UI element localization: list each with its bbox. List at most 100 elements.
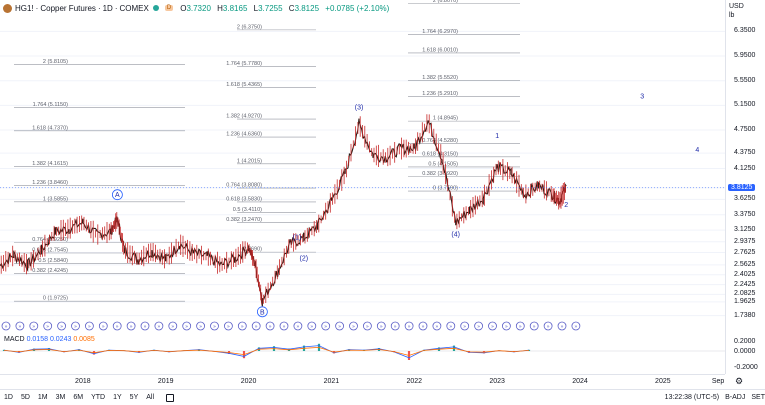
event-icon[interactable] — [446, 321, 456, 331]
gear-icon[interactable]: ⚙ — [735, 376, 744, 386]
wave-label[interactable]: 3 — [640, 94, 644, 101]
event-icon[interactable] — [307, 321, 317, 331]
adjustment-toggle[interactable]: B-ADJ — [725, 394, 746, 401]
session-toggle[interactable]: SET — [751, 394, 765, 401]
clock-display[interactable]: 13:22:38 (UTC-5) — [664, 394, 720, 401]
event-icon[interactable] — [432, 321, 442, 331]
range-all-button[interactable]: All — [146, 394, 155, 401]
event-icon[interactable] — [474, 321, 484, 331]
fib-level-label: 1.236 (5.2910) — [422, 91, 458, 97]
calendar-icon[interactable] — [166, 393, 175, 402]
wave-label[interactable]: (4) — [451, 232, 460, 239]
macd-pane[interactable] — [0, 334, 725, 374]
event-icon[interactable] — [196, 321, 206, 331]
event-icon[interactable] — [321, 321, 331, 331]
event-icon[interactable] — [182, 321, 192, 331]
interval-label[interactable]: 1D — [102, 3, 113, 13]
delayed-badge[interactable]: D — [164, 5, 174, 11]
event-icon[interactable] — [376, 321, 386, 331]
event-icon[interactable] — [210, 321, 219, 331]
price-axis-label: 3.6250 — [734, 195, 756, 203]
event-arrow-icon: » — [435, 324, 438, 330]
fib-level-label: 1.382 (4.9270) — [226, 114, 262, 120]
range-1y-button[interactable]: 1Y — [113, 394, 122, 401]
range-3m-button[interactable]: 3M — [55, 394, 66, 401]
event-icon[interactable] — [140, 321, 150, 331]
event-arrow-icon: » — [255, 324, 258, 330]
price-axis[interactable]: 6.3500 5.9500 5.5500 5.1500 4.7500 4.3750 4.12… — [725, 0, 765, 374]
event-icon[interactable] — [335, 321, 345, 331]
event-icon[interactable] — [460, 321, 470, 331]
axis-currency-selector[interactable]: USD lb — [725, 2, 744, 20]
event-arrow-icon: » — [408, 324, 411, 330]
event-arrow-icon: » — [296, 324, 299, 330]
wave-label[interactable]: B — [260, 309, 265, 316]
range-1d-button[interactable]: 1D — [4, 394, 13, 401]
price-chart[interactable]: 2 (5.8105) 1.764 (5.1150) 1.618 (4.7370) 1.… — [0, 0, 725, 340]
wave-label[interactable]: A — [115, 192, 120, 199]
event-icon[interactable] — [293, 321, 303, 331]
price-axis-label: 3.3750 — [734, 210, 756, 218]
range-6m-button[interactable]: 6M — [73, 394, 84, 401]
time-axis-label: Sep — [711, 378, 725, 385]
event-icon[interactable] — [418, 321, 428, 331]
event-icon[interactable] — [154, 321, 164, 331]
event-arrow-icon: » — [213, 324, 216, 330]
event-icon[interactable] — [168, 321, 178, 331]
event-icon[interactable] — [362, 321, 372, 331]
event-icon[interactable] — [543, 321, 553, 331]
event-icon[interactable] — [404, 321, 414, 331]
event-icon[interactable] — [515, 321, 525, 331]
event-icon[interactable] — [349, 321, 358, 331]
macd-value: 0.0158 — [26, 336, 48, 343]
event-icon[interactable] — [57, 321, 66, 331]
event-icon[interactable] — [571, 321, 581, 331]
symbol-ticker[interactable]: HG1! — [15, 3, 34, 13]
time-axis[interactable]: 2018 2019 2020 2021 2022 2023 2024 2025 Sep — [0, 374, 725, 388]
event-icon[interactable] — [98, 321, 108, 331]
event-arrow-icon: » — [560, 324, 563, 330]
wave-label[interactable]: 1 — [495, 133, 499, 140]
event-arrow-icon: » — [185, 324, 188, 330]
event-icon[interactable] — [15, 321, 25, 331]
event-icon[interactable] — [501, 321, 511, 331]
wave-label[interactable]: (1) — [293, 235, 302, 242]
fib-level-label: 0.382 (3.2470) — [226, 217, 262, 223]
event-icon[interactable] — [529, 321, 539, 331]
fib-level-label: (2.7690) — [242, 247, 263, 253]
range-5d-button[interactable]: 5D — [20, 394, 30, 401]
event-icon[interactable] — [71, 321, 80, 331]
range-1m-button[interactable]: 1M — [37, 394, 48, 401]
event-icon[interactable] — [488, 321, 497, 331]
event-icon[interactable] — [279, 321, 289, 331]
event-icon[interactable] — [223, 321, 233, 331]
event-arrow-icon: » — [533, 324, 536, 330]
event-icon[interactable] — [265, 321, 275, 331]
wave-label[interactable]: 4 — [695, 147, 699, 154]
price-series-line[interactable] — [0, 118, 567, 307]
range-ytd-button[interactable]: YTD — [91, 394, 106, 401]
macd-legend[interactable]: MACD 0.0158 0.0243 0.0085 — [4, 336, 95, 343]
event-icon[interactable] — [390, 321, 400, 331]
event-icon[interactable] — [557, 321, 567, 331]
event-icon[interactable] — [126, 321, 136, 331]
range-5y-button[interactable]: 5Y — [129, 394, 139, 401]
separator: · — [114, 3, 118, 13]
fib-level-label: 2 (6.8070) — [433, 0, 458, 4]
wave-label[interactable]: (3) — [355, 105, 364, 112]
wave-label[interactable]: 2 — [564, 202, 568, 209]
event-arrow-icon: » — [310, 324, 313, 330]
event-icon[interactable] — [43, 321, 53, 331]
wave-label[interactable]: (2) — [300, 256, 309, 263]
unit-label: lb — [729, 12, 735, 19]
event-icon[interactable] — [85, 321, 94, 331]
event-icon[interactable] — [251, 321, 261, 331]
event-icon[interactable] — [1, 321, 11, 331]
macd-signal-value: 0.0243 — [49, 336, 72, 343]
event-icon[interactable] — [112, 321, 122, 331]
event-icon[interactable] — [237, 321, 247, 331]
fib-level-label: 0 (3.7590) — [433, 186, 458, 192]
event-arrow-icon: » — [157, 324, 160, 330]
event-icon[interactable] — [29, 321, 39, 331]
